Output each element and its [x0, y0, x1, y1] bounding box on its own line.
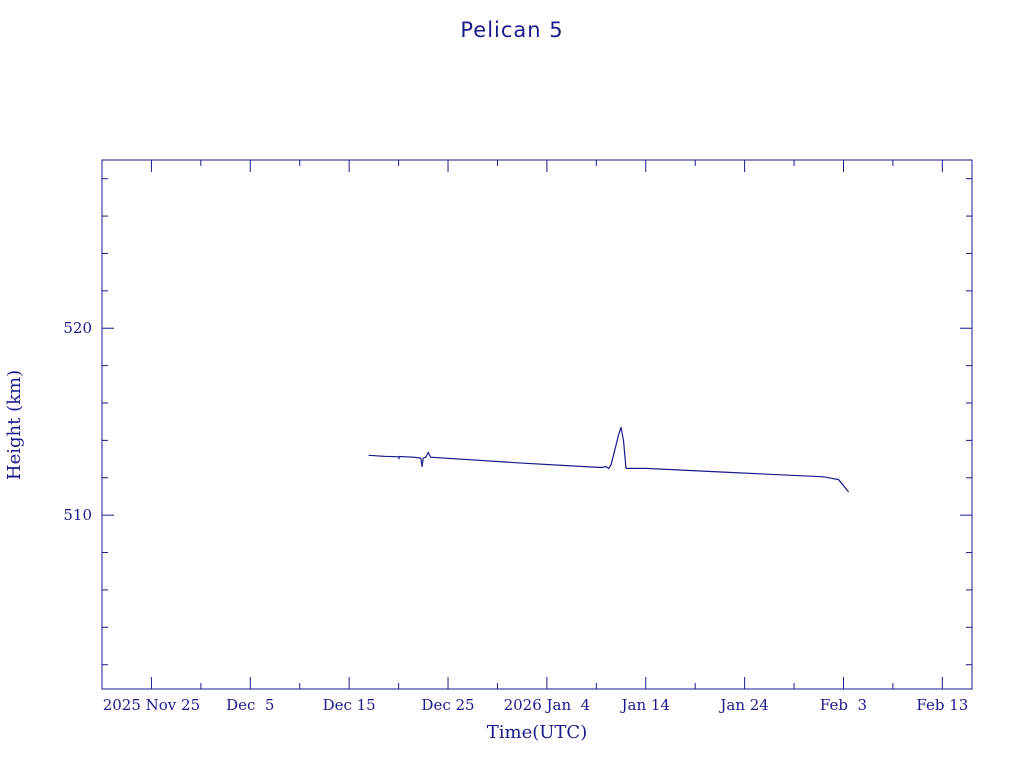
data-point [420, 457, 422, 459]
x-tick-label: Dec 5 [226, 696, 274, 714]
data-point [823, 476, 825, 478]
data-point [625, 467, 627, 469]
series-line [368, 427, 849, 493]
data-point [618, 434, 620, 436]
data-point [623, 439, 625, 441]
data-point [422, 457, 424, 459]
data-point [398, 457, 400, 459]
data-point [600, 466, 602, 468]
series-layer [368, 426, 849, 493]
data-point [620, 426, 622, 428]
y-tick-label: 520 [63, 319, 92, 337]
data-point [398, 455, 400, 457]
x-tick-label: 2025 Nov 25 [103, 696, 200, 714]
y-axis-label: Height (km) [4, 370, 25, 480]
x-axis: 2025 Nov 25 Dec 5 Dec 15 Dec 25 2026 Jan 4 Ja… [101, 160, 968, 714]
y-tick-label: 510 [63, 506, 92, 524]
x-tick-label: Jan 24 [718, 696, 768, 714]
data-point [833, 478, 835, 480]
x-tick-label: Dec 15 [323, 696, 376, 714]
x-tick-label: Dec 25 [421, 696, 474, 714]
data-point [421, 466, 423, 468]
data-point [427, 452, 429, 454]
data-point [516, 462, 518, 464]
x-tick-label: Feb 3 [820, 696, 867, 714]
data-point [838, 479, 840, 481]
data-point [566, 465, 568, 467]
y-axis: 510 520 [63, 178, 972, 666]
plot-frame [101, 159, 973, 690]
data-point [847, 491, 849, 493]
x-tick-label: Feb 13 [916, 696, 968, 714]
data-point [610, 464, 612, 466]
chart-title: Pelican 5 [460, 18, 563, 42]
data-point [744, 472, 746, 474]
data-point [368, 454, 370, 456]
data-point [605, 466, 607, 468]
x-tick-label: 2026 Jan 4 [504, 696, 591, 714]
x-tick-label: Jan 14 [620, 696, 670, 714]
data-point [412, 456, 414, 458]
data-point [608, 467, 610, 469]
data-point [383, 455, 385, 457]
data-point [645, 467, 647, 469]
data-point [398, 456, 400, 458]
data-point [425, 456, 427, 458]
data-point [430, 456, 432, 458]
x-axis-label: Time(UTC) [487, 722, 587, 743]
